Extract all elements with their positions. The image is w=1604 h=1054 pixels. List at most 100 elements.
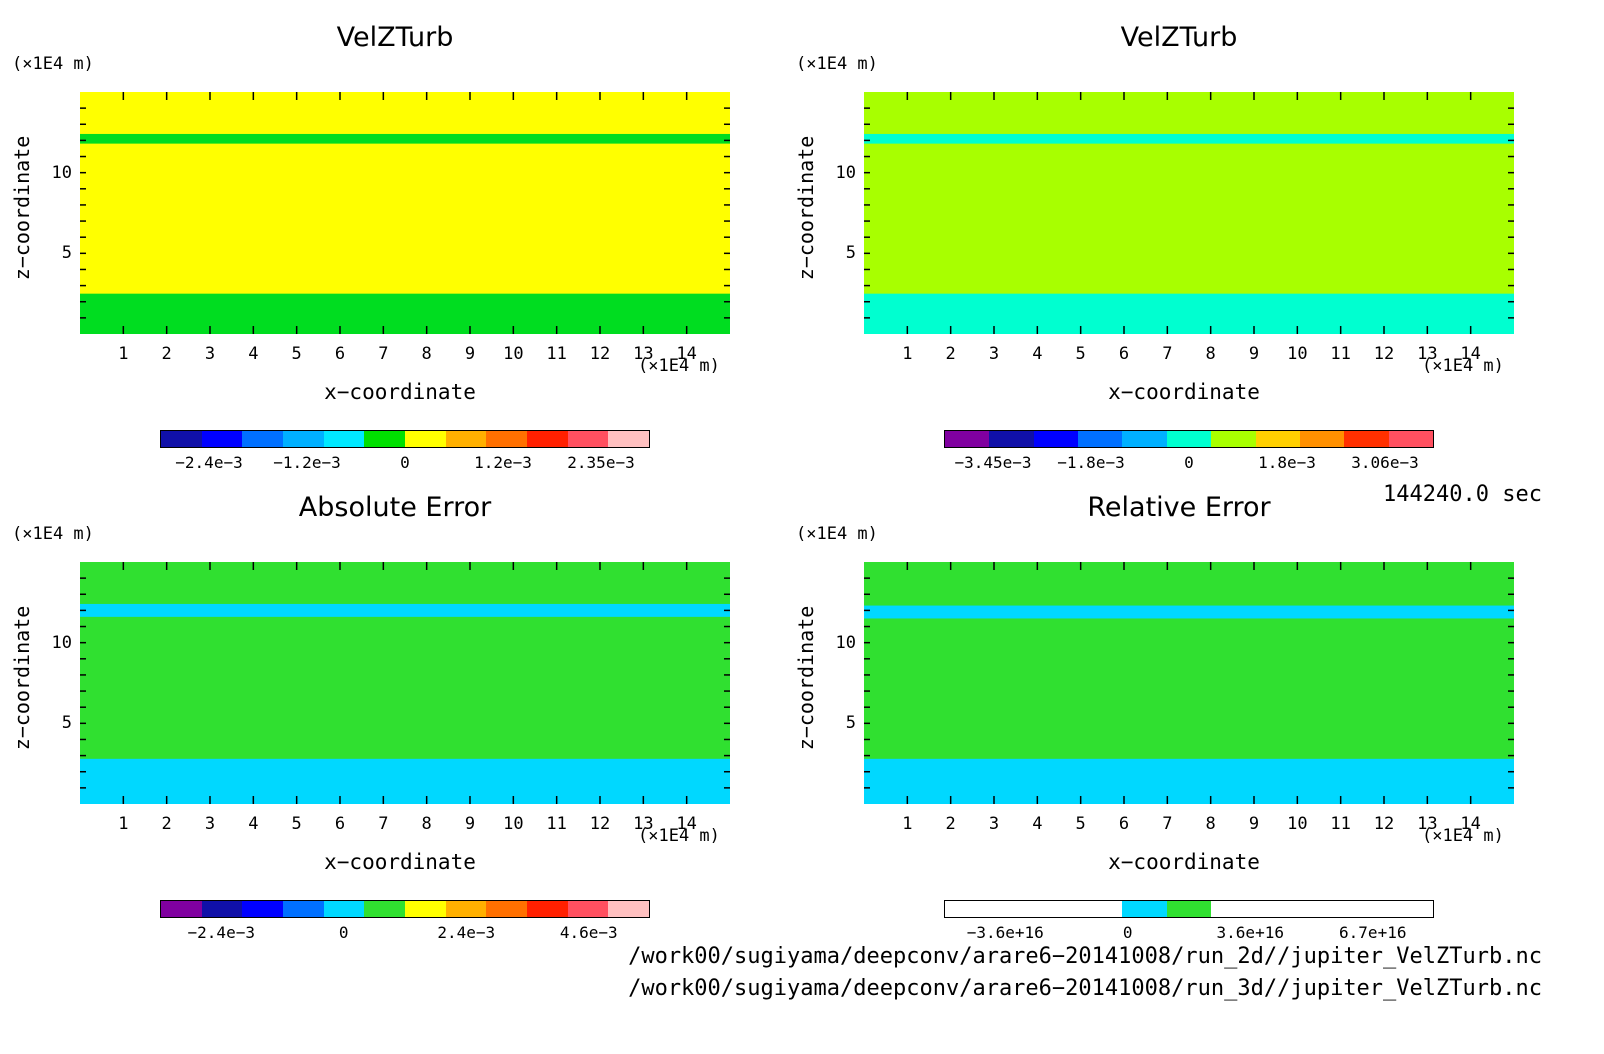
panel-title: Relative Error <box>1087 492 1271 523</box>
colorbar-swatch <box>161 431 202 447</box>
y-unit-label: (×1E4 m) <box>12 524 94 544</box>
x-tick-label: 4 <box>248 344 259 364</box>
x-tick-label: 6 <box>334 344 346 364</box>
x-tick-label: 13 <box>1417 344 1438 364</box>
colorbar-swatch <box>567 431 609 447</box>
x-tick-label: 10 <box>1287 814 1308 834</box>
x-tick-label: 8 <box>1205 344 1216 364</box>
colorbar-label: 0 <box>1184 453 1194 472</box>
colorbar-swatch <box>1388 901 1433 917</box>
colorbar-label: 6.7e+16 <box>1339 923 1407 942</box>
x-tick-label: 10 <box>1287 344 1308 364</box>
colorbar-swatch <box>1344 901 1389 917</box>
x-unit-label: (×1E4 m) <box>1422 826 1504 846</box>
x-tick-label: 8 <box>421 344 432 364</box>
colorbar-label: 4.6e−3 <box>559 923 618 942</box>
colorbar-swatch <box>989 901 1034 917</box>
x-tick-label: 5 <box>1075 814 1086 834</box>
panel-title: VelZTurb <box>336 22 454 53</box>
colorbar-label: 0 <box>1122 923 1133 942</box>
heatmap-band-1 <box>864 758 1514 804</box>
heatmap-band-1 <box>864 293 1514 334</box>
y-tick-label: 5 <box>845 243 856 264</box>
x-tick-label: 10 <box>503 344 524 364</box>
x-tick-label: 9 <box>1248 814 1260 834</box>
x-tick-label: 9 <box>1248 344 1260 364</box>
x-tick-label: 6 <box>1118 344 1130 364</box>
colorbar-swatch <box>1033 901 1079 917</box>
colorbar-swatch <box>445 901 487 917</box>
heatmap-band-0 <box>864 605 1514 619</box>
x-tick-label: 12 <box>1373 344 1395 364</box>
colorbar-swatch <box>242 901 284 917</box>
x-tick-label: 14 <box>1460 814 1481 834</box>
x-tick-label: 7 <box>1162 344 1173 364</box>
y-unit-label: (×1E4 m) <box>796 524 878 544</box>
colorbar-label: −2.4e−3 <box>187 923 255 942</box>
x-tick-label: 14 <box>1460 344 1481 364</box>
colorbar <box>944 430 1434 448</box>
colorbar-swatch <box>1122 431 1167 447</box>
x-unit-label: (×1E4 m) <box>638 826 720 846</box>
x-unit-label: (×1E4 m) <box>1422 356 1504 376</box>
x-tick-label: 14 <box>676 344 697 364</box>
x-tick-label: 1 <box>118 344 129 364</box>
colorbar-label: 2.4e−3 <box>437 923 496 942</box>
heatmap-band-1 <box>80 293 730 334</box>
x-tick-label: 11 <box>1330 344 1351 364</box>
colorbar-swatch <box>1078 431 1123 447</box>
x-tick-label: 8 <box>1205 814 1216 834</box>
colorbar-swatch <box>945 431 990 447</box>
colorbar <box>160 900 650 918</box>
x-tick-label: 11 <box>546 814 567 834</box>
x-tick-label: 10 <box>503 814 524 834</box>
colorbar-swatch <box>405 901 446 917</box>
heatmap-band-0 <box>864 133 1514 144</box>
y-tick-label: 5 <box>61 713 72 734</box>
colorbar-swatch <box>1033 431 1079 447</box>
colorbar-swatch <box>364 431 406 447</box>
colorbar-label: −2.4e−3 <box>175 453 243 472</box>
plot-area <box>864 562 1514 804</box>
colorbar-swatch <box>567 901 609 917</box>
colorbar-swatch <box>283 901 324 917</box>
x-tick-label: 2 <box>161 814 172 834</box>
heatmap-svg <box>864 92 1514 334</box>
colorbar-swatch <box>945 901 990 917</box>
colorbar <box>944 900 1434 918</box>
x-tick-label: 4 <box>1032 344 1043 364</box>
colorbar-label: 1.2e−3 <box>474 453 532 472</box>
colorbar-swatch <box>608 901 650 917</box>
y-tick-label: 5 <box>845 713 856 734</box>
x-axis-label: x−coordinate <box>1108 850 1260 874</box>
colorbar-swatch <box>201 431 243 447</box>
heatmap-band-1 <box>80 758 730 804</box>
y-tick-label: 10 <box>835 632 856 653</box>
colorbar-swatch <box>608 431 650 447</box>
x-tick-label: 2 <box>945 344 956 364</box>
colorbar-swatch <box>1299 901 1345 917</box>
colorbar-label: 0 <box>400 453 410 472</box>
colorbar-label: 3.06e−3 <box>1351 453 1419 472</box>
colorbar-swatch <box>486 901 528 917</box>
x-tick-label: 1 <box>902 814 913 834</box>
x-tick-label: 13 <box>1417 814 1438 834</box>
colorbar-swatch <box>989 431 1034 447</box>
y-axis-label: z−coordinate <box>794 135 818 281</box>
colorbar-swatch <box>242 431 284 447</box>
heatmap-band-0 <box>80 603 730 617</box>
colorbar-swatch <box>1255 431 1300 447</box>
x-tick-label: 5 <box>291 344 302 364</box>
y-axis-label: z−coordinate <box>10 605 34 751</box>
heatmap-svg <box>864 562 1514 804</box>
colorbar-swatch <box>445 431 487 447</box>
heatmap-background <box>80 92 730 334</box>
colorbar-swatch <box>405 431 446 447</box>
x-tick-label: 3 <box>204 814 216 834</box>
x-unit-label: (×1E4 m) <box>638 356 720 376</box>
x-tick-label: 7 <box>1162 814 1173 834</box>
x-tick-label: 2 <box>161 344 172 364</box>
